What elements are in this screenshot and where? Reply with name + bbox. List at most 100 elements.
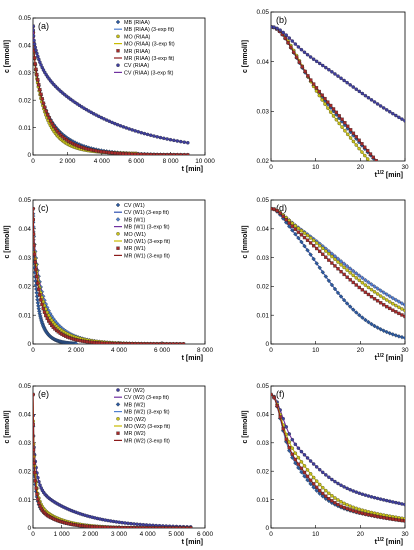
data-point	[124, 342, 129, 344]
data-point	[132, 526, 136, 528]
data-point	[384, 292, 389, 297]
data-point	[330, 494, 334, 498]
data-point	[151, 526, 155, 528]
data-point	[181, 342, 186, 344]
data-point	[369, 513, 374, 518]
data-point	[296, 446, 301, 450]
data-point	[391, 302, 395, 306]
x-tick-label: 2 000	[82, 531, 98, 538]
data-point	[290, 446, 295, 450]
data-point	[388, 110, 392, 114]
x-tick-label: 6 000	[154, 347, 170, 354]
data-point	[336, 260, 340, 264]
data-point	[323, 274, 329, 279]
data-point	[297, 60, 302, 64]
data-point	[119, 342, 123, 344]
data-point	[321, 470, 325, 475]
data-point	[73, 341, 79, 344]
data-point	[305, 248, 310, 253]
data-point	[378, 104, 383, 108]
fit-line	[271, 208, 405, 339]
data-point	[116, 417, 120, 421]
data-point	[154, 526, 158, 528]
data-point	[278, 211, 282, 216]
data-point	[317, 265, 322, 271]
legend: CV (W2)CV (W2) (3-exp fit)MB (W2) MB (W2)…	[114, 388, 170, 444]
data-point	[33, 392, 35, 397]
data-point	[305, 52, 310, 57]
data-point	[326, 100, 330, 104]
data-point	[344, 301, 350, 306]
x-tick-label: 0	[269, 347, 273, 354]
data-point	[129, 521, 133, 526]
data-point	[391, 500, 395, 504]
data-point	[299, 449, 304, 454]
data-point	[35, 72, 39, 77]
panel-c: 0 0.01 0.02 0.03 0.04 0.05 0 2 000 4 000 6 000 8 0…	[4, 197, 213, 362]
data-point	[339, 269, 343, 274]
legend-label: MR (W2) (3-exp fit)	[124, 438, 170, 444]
data-point	[275, 209, 279, 213]
data-point	[328, 110, 333, 114]
data-point	[363, 145, 367, 149]
panel-label: (e)	[38, 389, 49, 399]
data-point	[372, 514, 377, 518]
data-point	[33, 232, 36, 236]
data-point	[296, 226, 301, 231]
data-point	[391, 111, 395, 116]
data-point	[343, 121, 347, 125]
data-point	[345, 80, 349, 85]
panel-a: 0 0.01 0.02 0.03 0.04 0.05 0 2 000 4 000 6 000 8 0…	[4, 15, 215, 173]
data-point	[302, 470, 307, 475]
data-point	[129, 526, 133, 528]
data-point	[34, 48, 38, 53]
x-tick-label: 4 000	[111, 347, 127, 354]
data-point	[278, 415, 282, 419]
data-point	[387, 331, 392, 336]
data-point	[178, 342, 182, 344]
data-point	[360, 508, 365, 512]
data-point	[33, 34, 36, 38]
data-point	[165, 153, 169, 155]
data-point	[400, 313, 404, 317]
plot-area	[271, 24, 405, 161]
data-point	[127, 127, 131, 131]
y-tick-label: 0.03	[257, 109, 270, 116]
data-point	[294, 55, 299, 59]
y-tick-label: 0.04	[257, 226, 270, 233]
data-point	[39, 298, 43, 302]
data-point	[365, 157, 370, 161]
data-point	[302, 235, 307, 240]
data-point	[372, 495, 377, 500]
data-point	[293, 451, 298, 455]
y-tick-label: 0.03	[257, 440, 270, 447]
legend-label: MR (W1)	[124, 246, 146, 252]
data-point	[341, 297, 347, 303]
data-point	[40, 97, 44, 101]
data-point	[354, 271, 359, 276]
data-point	[293, 227, 298, 231]
data-point	[130, 128, 134, 132]
y-axis-label: c [mmol/l]	[242, 225, 249, 258]
data-point	[323, 102, 327, 106]
data-point	[39, 92, 43, 96]
y-tick-label: 0.05	[19, 197, 32, 204]
data-point	[320, 98, 324, 102]
data-point	[305, 456, 310, 460]
data-point	[333, 496, 337, 500]
data-point	[186, 153, 190, 155]
data-point	[162, 136, 166, 141]
data-point	[302, 453, 307, 457]
y-tick-label: 0	[265, 341, 269, 348]
data-point	[115, 202, 121, 208]
data-point	[351, 509, 355, 513]
data-point	[320, 93, 324, 97]
data-point	[366, 510, 371, 514]
data-point	[284, 425, 288, 429]
data-point	[305, 233, 310, 238]
data-point	[378, 515, 383, 519]
x-axis-label: t [min]	[182, 166, 203, 173]
data-point	[127, 152, 131, 155]
data-point	[342, 501, 346, 506]
x-tick-label: 3 000	[111, 531, 127, 538]
